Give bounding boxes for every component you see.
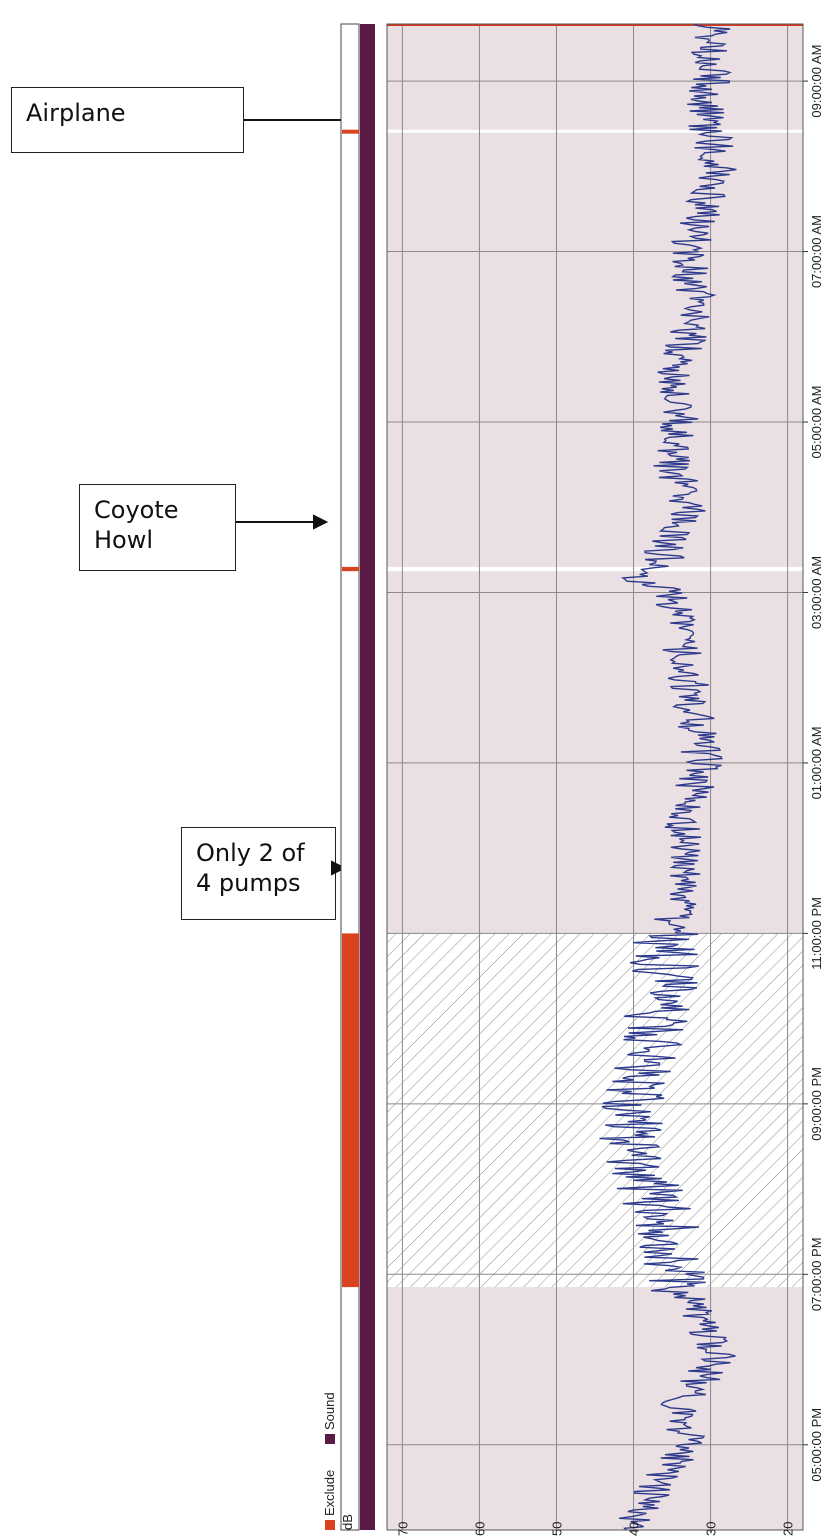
x-tick-label: 09:00:00 AM	[809, 45, 824, 118]
x-tick-label: 07:00:00 PM	[809, 1237, 824, 1311]
callout-airplane: Airplane	[11, 87, 244, 153]
legend: Exclude Sound	[322, 1392, 337, 1530]
x-tick-label: 03:00:00 AM	[809, 556, 824, 629]
y-tick-label: 20	[781, 1522, 796, 1536]
sound-level-line	[599, 23, 737, 1531]
legend-exclude-swatch	[325, 1520, 335, 1530]
x-tick-label: 05:00:00 PM	[809, 1408, 824, 1482]
y-tick-label: 40	[627, 1522, 642, 1536]
x-tick-label: 11:00:00 PM	[809, 897, 824, 970]
y-tick-label: 30	[704, 1522, 719, 1536]
y-tick-label: 70	[395, 1522, 410, 1536]
legend-sound-label: Sound	[322, 1392, 337, 1430]
exclusion-zone-1	[387, 566, 803, 572]
plot-background	[387, 24, 803, 1530]
exclude-marks	[342, 129, 359, 1288]
exclude-mark-0	[342, 933, 359, 1288]
status-strips	[340, 23, 375, 1531]
exclude-mark-2	[342, 129, 359, 134]
x-axis-ticks: 05:00:00 PM 07:00:00 PM 09:00:00 PM 11:00:0…	[803, 45, 824, 1482]
y-tick-label: 60	[472, 1522, 487, 1536]
arrow-pumps-head	[331, 860, 347, 876]
x-tick-label: 09:00:00 PM	[809, 1067, 824, 1141]
x-tick-label: 07:00:00 AM	[809, 215, 824, 288]
callout-only-2-of-4-pumps: Only 2 of 4 pumps	[181, 827, 336, 920]
plot-frame	[386, 23, 804, 1531]
exclude-mark-1	[342, 566, 359, 572]
y-axis-ticks: 70 60 50 40 30 20	[395, 1522, 795, 1536]
exclude-strip	[340, 23, 360, 1531]
sound-strip	[360, 24, 375, 1530]
grid-lines	[387, 24, 803, 1530]
y-axis-label: dB	[340, 1514, 355, 1530]
legend-sound-swatch	[325, 1434, 335, 1444]
hatch-zones	[387, 129, 803, 1288]
callout-arrows	[236, 112, 359, 876]
callout-coyote-howl: Coyote Howl	[79, 484, 236, 571]
legend-exclude-label: Exclude	[322, 1470, 337, 1516]
arrow-coyote-head	[313, 514, 329, 530]
y-tick-label: 50	[549, 1522, 564, 1536]
exclusion-zone-0	[387, 933, 803, 1288]
x-tick-label: 05:00:00 AM	[809, 386, 824, 459]
plot-area	[386, 23, 804, 1531]
x-tick-label: 01:00:00 AM	[809, 726, 824, 799]
exclusion-zone-2	[387, 129, 803, 133]
